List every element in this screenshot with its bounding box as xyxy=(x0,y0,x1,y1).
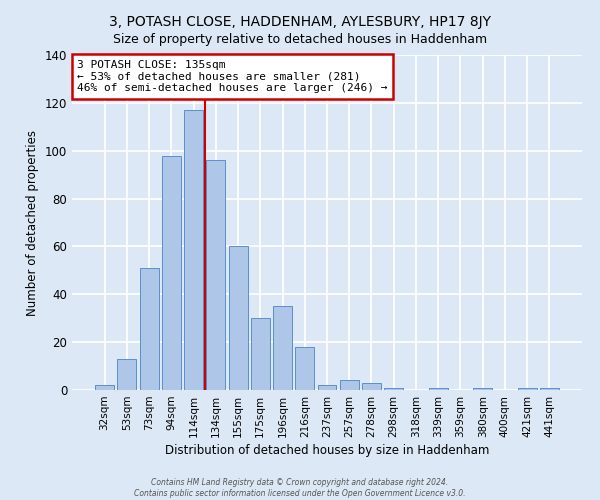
Bar xyxy=(140,268,158,390)
Y-axis label: Number of detached properties: Number of detached properties xyxy=(26,130,39,316)
Bar xyxy=(362,383,381,390)
Bar xyxy=(473,388,492,390)
Text: 3 POTASH CLOSE: 135sqm
← 53% of detached houses are smaller (281)
46% of semi-de: 3 POTASH CLOSE: 135sqm ← 53% of detached… xyxy=(77,60,388,93)
Text: Contains HM Land Registry data © Crown copyright and database right 2024.
Contai: Contains HM Land Registry data © Crown c… xyxy=(134,478,466,498)
Bar xyxy=(118,359,136,390)
Bar xyxy=(95,385,114,390)
Text: Size of property relative to detached houses in Haddenham: Size of property relative to detached ho… xyxy=(113,32,487,46)
Bar xyxy=(295,347,314,390)
Bar xyxy=(273,306,292,390)
Bar xyxy=(184,110,203,390)
Bar xyxy=(317,385,337,390)
Bar xyxy=(251,318,270,390)
Text: 3, POTASH CLOSE, HADDENHAM, AYLESBURY, HP17 8JY: 3, POTASH CLOSE, HADDENHAM, AYLESBURY, H… xyxy=(109,15,491,29)
Bar xyxy=(340,380,359,390)
Bar xyxy=(540,388,559,390)
Bar xyxy=(518,388,536,390)
Bar xyxy=(206,160,225,390)
Bar xyxy=(229,246,248,390)
Bar xyxy=(162,156,181,390)
Bar xyxy=(384,388,403,390)
X-axis label: Distribution of detached houses by size in Haddenham: Distribution of detached houses by size … xyxy=(165,444,489,457)
Bar xyxy=(429,388,448,390)
